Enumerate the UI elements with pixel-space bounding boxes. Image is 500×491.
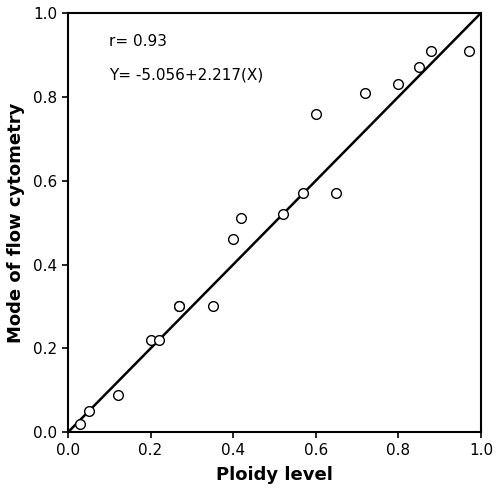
Point	[176, 302, 184, 310]
Point	[415, 63, 423, 71]
Point	[76, 420, 84, 428]
Point	[332, 190, 340, 197]
Point	[114, 391, 122, 399]
Point	[176, 302, 184, 310]
Point	[208, 302, 216, 310]
Point	[428, 47, 436, 55]
Point	[362, 89, 370, 97]
Text: Y= -5.056+2.217(X): Y= -5.056+2.217(X)	[109, 67, 264, 82]
Point	[146, 336, 154, 344]
Point	[238, 215, 246, 222]
Text: r= 0.93: r= 0.93	[109, 34, 167, 49]
Point	[84, 408, 92, 415]
Point	[229, 236, 237, 244]
Point	[394, 81, 402, 88]
Point	[464, 47, 472, 55]
Point	[278, 210, 286, 218]
X-axis label: Ploidy level: Ploidy level	[216, 466, 333, 484]
Point	[155, 336, 163, 344]
Y-axis label: Mode of flow cytometry: Mode of flow cytometry	[7, 103, 25, 343]
Point	[300, 190, 308, 197]
Point	[312, 109, 320, 117]
